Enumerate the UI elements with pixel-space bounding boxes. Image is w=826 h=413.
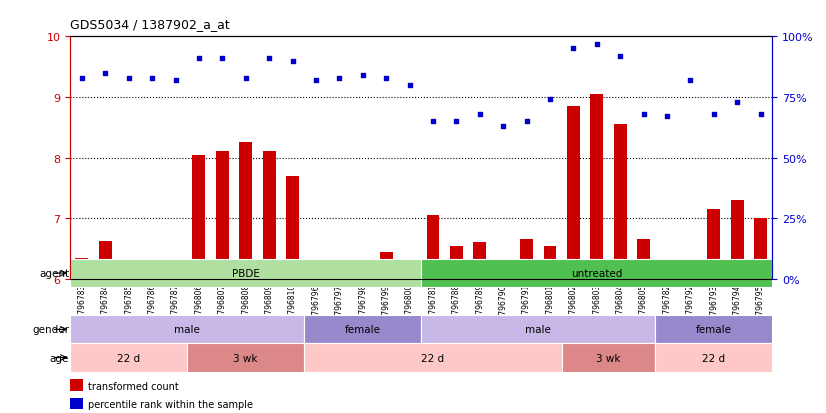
- Text: male: male: [174, 325, 200, 335]
- Bar: [263, 152, 276, 279]
- Bar: [496, 273, 510, 279]
- Point: [333, 75, 346, 82]
- Text: 22 d: 22 d: [421, 353, 444, 363]
- Point: [637, 112, 650, 118]
- Bar: [304, 316, 421, 344]
- Bar: [70, 344, 188, 372]
- Bar: [70, 380, 83, 391]
- Bar: [661, 270, 673, 279]
- Point: [544, 97, 557, 103]
- Bar: [731, 201, 743, 279]
- Point: [216, 56, 229, 62]
- Text: 22 d: 22 d: [702, 353, 725, 363]
- Bar: [240, 143, 252, 279]
- Text: 3 wk: 3 wk: [234, 353, 258, 363]
- Text: GDS5034 / 1387902_a_at: GDS5034 / 1387902_a_at: [70, 18, 230, 31]
- Bar: [192, 155, 206, 279]
- Point: [310, 77, 323, 84]
- Text: agent: agent: [39, 268, 69, 278]
- Point: [473, 112, 487, 118]
- Point: [122, 75, 135, 82]
- Point: [684, 77, 697, 84]
- Bar: [122, 262, 135, 279]
- Text: transformed count: transformed count: [88, 381, 179, 391]
- Bar: [403, 273, 416, 279]
- Point: [614, 53, 627, 60]
- Bar: [333, 273, 346, 279]
- Point: [567, 46, 580, 52]
- Bar: [655, 316, 772, 344]
- Point: [356, 73, 369, 79]
- Text: untreated: untreated: [571, 268, 623, 278]
- Bar: [473, 243, 487, 279]
- Bar: [754, 218, 767, 279]
- Bar: [188, 344, 304, 372]
- Bar: [450, 246, 463, 279]
- Bar: [304, 344, 562, 372]
- Bar: [707, 210, 720, 279]
- Point: [730, 99, 743, 106]
- Point: [145, 75, 159, 82]
- Bar: [75, 258, 88, 279]
- Bar: [99, 242, 112, 279]
- Point: [520, 119, 534, 125]
- Bar: [426, 216, 439, 279]
- Text: 22 d: 22 d: [117, 353, 140, 363]
- Bar: [70, 316, 304, 344]
- Point: [75, 75, 88, 82]
- Bar: [216, 152, 229, 279]
- Text: age: age: [50, 353, 69, 363]
- Bar: [169, 267, 182, 279]
- Point: [591, 41, 604, 48]
- Bar: [591, 95, 603, 279]
- Bar: [310, 267, 322, 279]
- Bar: [70, 259, 421, 287]
- Point: [192, 56, 206, 62]
- Bar: [637, 240, 650, 279]
- Bar: [421, 259, 772, 287]
- Point: [426, 119, 439, 125]
- Text: male: male: [525, 325, 551, 335]
- Point: [754, 112, 767, 118]
- Bar: [286, 176, 299, 279]
- Bar: [655, 344, 772, 372]
- Text: female: female: [344, 325, 381, 335]
- Text: percentile rank within the sample: percentile rank within the sample: [88, 399, 254, 409]
- Text: female: female: [695, 325, 732, 335]
- Point: [403, 82, 416, 89]
- Point: [263, 56, 276, 62]
- Bar: [567, 107, 580, 279]
- Point: [449, 119, 463, 125]
- Point: [707, 112, 720, 118]
- Point: [240, 75, 253, 82]
- Bar: [562, 344, 655, 372]
- Point: [99, 70, 112, 77]
- Point: [169, 77, 183, 84]
- Bar: [70, 398, 83, 409]
- Text: PBDE: PBDE: [232, 268, 259, 278]
- Bar: [356, 264, 369, 279]
- Bar: [544, 246, 557, 279]
- Bar: [145, 266, 159, 279]
- Bar: [520, 240, 533, 279]
- Bar: [380, 252, 392, 279]
- Bar: [614, 125, 627, 279]
- Point: [496, 123, 510, 130]
- Point: [380, 75, 393, 82]
- Point: [286, 58, 299, 65]
- Bar: [684, 261, 697, 279]
- Point: [660, 114, 673, 120]
- Text: 3 wk: 3 wk: [596, 353, 620, 363]
- Bar: [421, 316, 655, 344]
- Text: gender: gender: [32, 325, 69, 335]
